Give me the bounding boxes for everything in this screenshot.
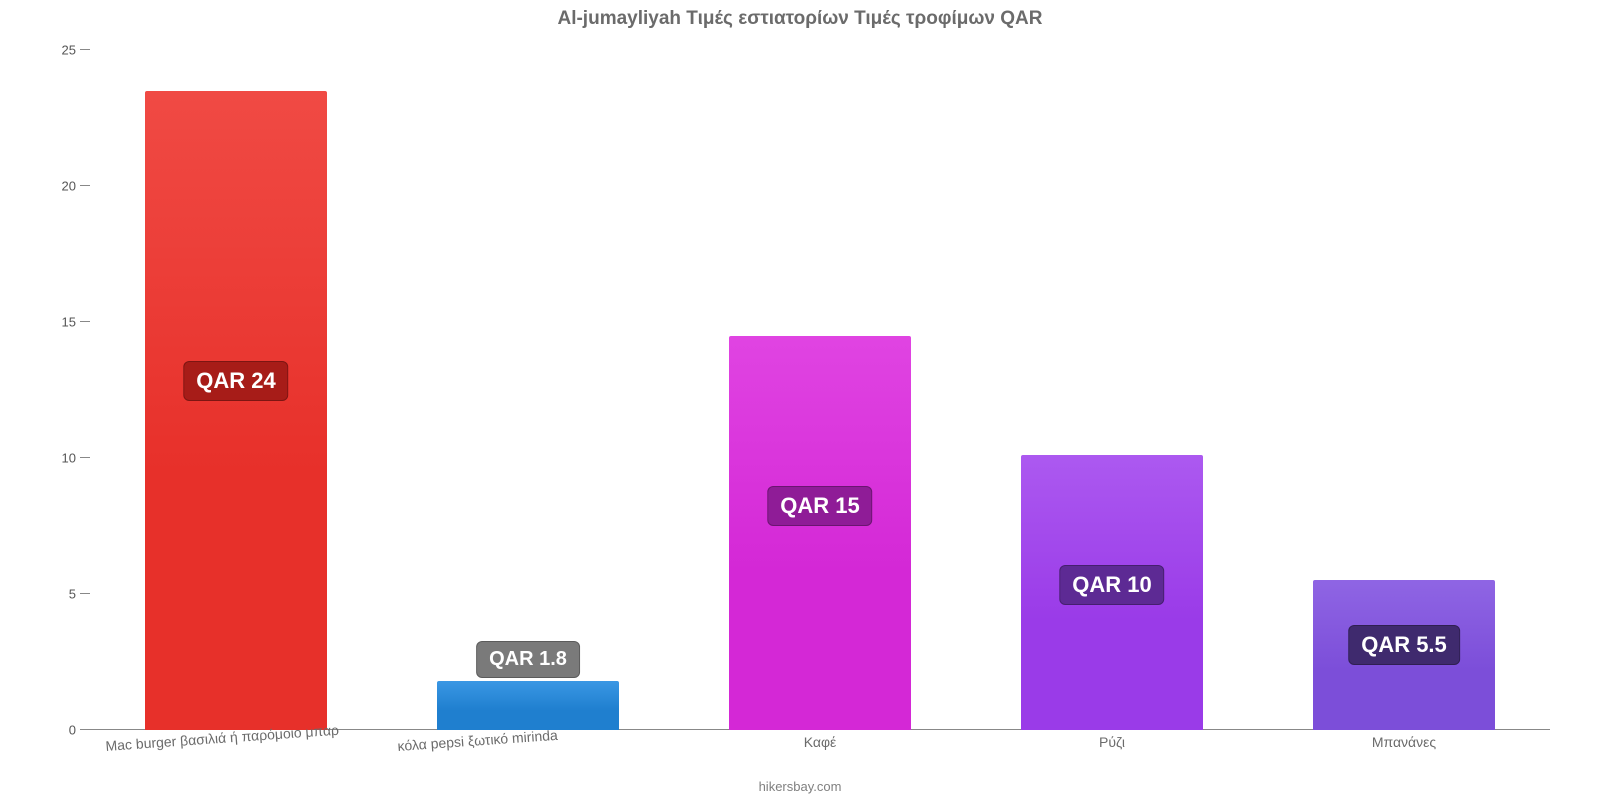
x-axis-label: Μπανάνες bbox=[1372, 734, 1436, 750]
bar: QAR 1.8 bbox=[437, 681, 618, 730]
x-axis-label: κόλα pepsi ξωτικό mirinda bbox=[397, 727, 558, 754]
bar-fill bbox=[437, 681, 618, 730]
bar-fill bbox=[729, 336, 910, 730]
y-tick bbox=[80, 457, 90, 458]
value-badge: QAR 10 bbox=[1059, 565, 1164, 605]
bar: QAR 10 bbox=[1021, 455, 1202, 730]
bar: QAR 5.5 bbox=[1313, 580, 1494, 730]
value-badge: QAR 5.5 bbox=[1348, 625, 1460, 665]
bars-container: QAR 24 QAR 1.8 QAR 15 QAR 10 QAR 5.5 bbox=[90, 50, 1550, 730]
price-bar-chart: Al-jumayliyah Τιμές εστιατορίων Τιμές τρ… bbox=[0, 0, 1600, 800]
y-tick-label: 15 bbox=[62, 315, 76, 330]
y-tick-label: 10 bbox=[62, 451, 76, 466]
plot-area: 0510152025 QAR 24QAR 1.8QAR 15QAR 10QAR … bbox=[90, 50, 1550, 730]
y-tick bbox=[80, 185, 90, 186]
y-tick-label: 0 bbox=[69, 723, 76, 738]
y-tick bbox=[80, 321, 90, 322]
bar: QAR 24 bbox=[145, 91, 326, 730]
x-axis-label: Καφέ bbox=[804, 734, 837, 750]
y-tick-label: 20 bbox=[62, 179, 76, 194]
y-tick bbox=[80, 593, 90, 594]
credit-label: hikersbay.com bbox=[0, 779, 1600, 794]
chart-title: Al-jumayliyah Τιμές εστιατορίων Τιμές τρ… bbox=[0, 8, 1600, 30]
x-axis-labels: Mac burger βασιλιά ή παρόμοιο μπαρκόλα p… bbox=[90, 732, 1550, 772]
y-tick bbox=[80, 49, 90, 50]
value-badge: QAR 1.8 bbox=[476, 641, 580, 678]
x-axis-label: Ρύζι bbox=[1099, 734, 1125, 750]
value-badge: QAR 15 bbox=[767, 486, 872, 526]
y-tick bbox=[80, 729, 90, 730]
value-badge: QAR 24 bbox=[183, 361, 288, 401]
bar: QAR 15 bbox=[729, 336, 910, 730]
y-tick-label: 5 bbox=[69, 587, 76, 602]
y-tick-label: 25 bbox=[62, 43, 76, 58]
bar-fill bbox=[145, 91, 326, 730]
